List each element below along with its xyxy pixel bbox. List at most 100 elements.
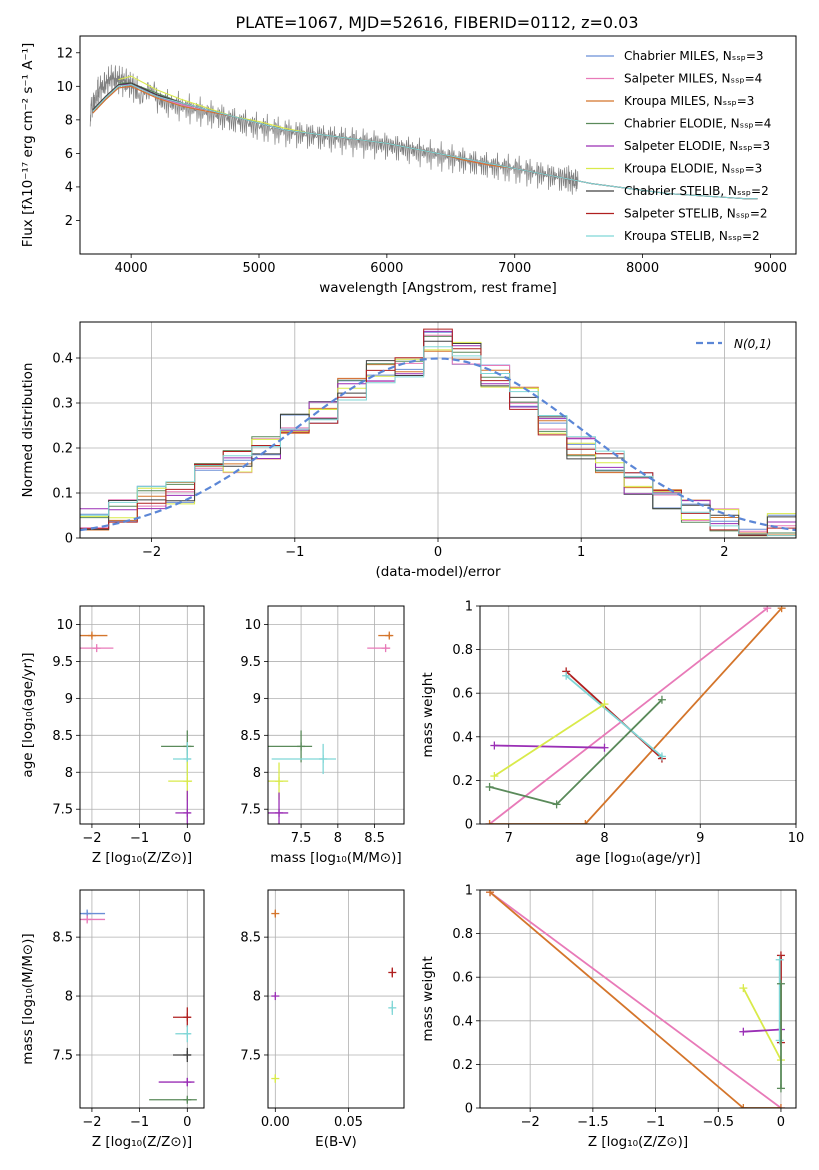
x-tick-label: −1 bbox=[646, 1115, 665, 1130]
weight-line bbox=[489, 891, 781, 1108]
y-tick-label: 9.5 bbox=[240, 655, 261, 670]
panel-mass-age: 7.5 8 8.5 7.5 8 8.5 9 9.5 10 mass [log₁₀(M/M⊙)] bbox=[240, 605, 405, 866]
weight-line bbox=[489, 699, 663, 806]
y-axis-label: mass [log₁₀(M/M⊙)] bbox=[20, 933, 36, 1064]
y-tick-label: 0.6 bbox=[452, 971, 473, 986]
x-tick-label: −1 bbox=[130, 1115, 149, 1130]
panel-age-weight: 7 8 9 10 0 0.2 0.4 0.6 0.8 1 age [log₁₀(age/yr)] ma… bbox=[420, 600, 804, 867]
figure-title: PLATE=1067, MJD=52616, FIBERID=0112, z=0… bbox=[235, 13, 638, 32]
x-tick-label: 8 bbox=[600, 831, 608, 846]
x-axis-label: Z [log₁₀(Z/Z⊙)] bbox=[588, 1134, 688, 1150]
x-axis-label: (data-model)/error bbox=[375, 564, 501, 580]
y-tick-label: 8 bbox=[65, 113, 73, 128]
weight-line bbox=[565, 675, 663, 758]
panel-spectrum: 4000 5000 6000 7000 8000 9000 2 4 6 8 10 12 waveleng… bbox=[20, 35, 797, 296]
residual-histogram bbox=[80, 346, 796, 538]
x-tick-label: −2 bbox=[82, 831, 101, 846]
x-tick-label: 4000 bbox=[115, 261, 148, 276]
model-spectrum-line bbox=[118, 75, 464, 159]
y-tick-label: 8 bbox=[65, 766, 73, 781]
plot-area bbox=[80, 909, 197, 1104]
x-axis-label: Z [log₁₀(Z/Z⊙)] bbox=[92, 850, 192, 866]
y-tick-label: 8.5 bbox=[52, 931, 73, 946]
x-tick-label: 0 bbox=[434, 545, 442, 560]
y-axis-label: mass weight bbox=[420, 672, 436, 757]
axes-frame bbox=[79, 35, 797, 255]
axes-frame bbox=[79, 605, 205, 825]
x-axis-label: Z [log₁₀(Z/Z⊙)] bbox=[92, 1134, 192, 1150]
legend: Chabrier MILES, Nₛₛₚ=3 Salpeter MILES, Nₛ… bbox=[586, 49, 771, 243]
x-tick-label: 7.5 bbox=[291, 831, 312, 846]
x-tick-label: 0 bbox=[183, 831, 191, 846]
y-tick-label: 12 bbox=[56, 46, 73, 61]
x-tick-label: −2 bbox=[142, 545, 161, 560]
x-tick-label: −1.5 bbox=[577, 1115, 609, 1130]
legend-entry: Salpeter ELODIE, Nₛₛₚ=3 bbox=[624, 139, 770, 153]
y-tick-label: 0.2 bbox=[52, 442, 73, 457]
axes-frame bbox=[79, 889, 205, 1109]
weight-line bbox=[489, 607, 783, 824]
y-tick-label: 0.2 bbox=[452, 774, 473, 789]
x-tick-label: −1 bbox=[285, 545, 304, 560]
legend-entry: Kroupa STELIB, Nₛₛₚ=2 bbox=[624, 229, 760, 243]
x-tick-label: 9000 bbox=[754, 261, 787, 276]
x-axis-label: E(B-V) bbox=[315, 1134, 357, 1150]
plot-area bbox=[486, 890, 785, 1108]
axes-frame bbox=[479, 605, 797, 825]
x-tick-label: 0.00 bbox=[261, 1115, 290, 1130]
weight-line bbox=[489, 607, 768, 824]
legend-entry: Chabrier MILES, Nₛₛₚ=3 bbox=[624, 49, 764, 63]
y-tick-label: 8 bbox=[253, 766, 261, 781]
y-tick-label: 10 bbox=[56, 80, 73, 95]
x-tick-label: 1 bbox=[577, 545, 585, 560]
y-tick-label: 7.5 bbox=[52, 803, 73, 818]
observed-spectrum-line bbox=[89, 64, 579, 195]
plot-area bbox=[485, 606, 786, 824]
y-tick-label: 0.8 bbox=[452, 927, 473, 942]
panel-metal-weight: −2 −1.5 −1 −0.5 0 0 0.2 0.4 0.6 0.8 1 Z [log₁₀(Z/Z⊙… bbox=[420, 884, 797, 1150]
y-tick-label: 1 bbox=[465, 884, 473, 899]
x-tick-label: 8 bbox=[334, 831, 342, 846]
x-tick-label: 5000 bbox=[242, 261, 275, 276]
weight-line bbox=[494, 744, 605, 749]
x-tick-label: 9 bbox=[696, 831, 704, 846]
y-tick-label: 7.5 bbox=[240, 803, 261, 818]
x-tick-label: 7 bbox=[505, 831, 513, 846]
y-tick-label: 9.5 bbox=[52, 655, 73, 670]
panel-ebv-mass: 0.00 0.05 7.5 8 8.5 E(B-V) bbox=[240, 889, 405, 1150]
y-tick-label: 8.5 bbox=[240, 729, 261, 744]
panel-metal-mass: −2 −1 0 7.5 8 8.5 Z [log₁₀(Z/Z⊙)] mass [log₁₀(M… bbox=[20, 889, 205, 1150]
legend-entry: Chabrier ELODIE, Nₛₛₚ=4 bbox=[624, 117, 771, 131]
plot-area bbox=[89, 64, 758, 200]
x-tick-label: 0 bbox=[777, 1115, 785, 1130]
weight-line bbox=[493, 703, 605, 777]
x-tick-label: −2 bbox=[82, 1115, 101, 1130]
weight-line bbox=[489, 891, 782, 1108]
y-axis-label: Flux [fλ10⁻¹⁷ erg cm⁻² s⁻¹ A⁻¹] bbox=[20, 43, 36, 248]
y-tick-label: 0 bbox=[65, 532, 73, 547]
legend-entry: Salpeter MILES, Nₛₛₚ=4 bbox=[624, 72, 762, 86]
y-tick-label: 7.5 bbox=[52, 1048, 73, 1063]
x-tick-label: 0.05 bbox=[334, 1115, 363, 1130]
y-tick-label: 1 bbox=[465, 600, 473, 615]
y-tick-label: 2 bbox=[65, 214, 73, 229]
panel-metal-age: −2 −1 0 7.5 8 8.5 9 9.5 10 Z [log₁₀(Z/Z⊙)] age [lo… bbox=[20, 605, 205, 866]
x-tick-label: 8.5 bbox=[364, 831, 385, 846]
x-tick-label: 6000 bbox=[370, 261, 403, 276]
y-tick-label: 8.5 bbox=[240, 931, 261, 946]
y-tick-label: 0.4 bbox=[52, 352, 73, 367]
y-tick-label: 10 bbox=[244, 618, 261, 633]
y-tick-label: 6 bbox=[65, 147, 73, 162]
x-tick-label: 2 bbox=[720, 545, 728, 560]
y-tick-label: 7.5 bbox=[240, 1048, 261, 1063]
plot-area bbox=[271, 909, 397, 1083]
x-tick-label: −1 bbox=[130, 831, 149, 846]
y-tick-label: 0.3 bbox=[52, 397, 73, 412]
axes-frame bbox=[79, 321, 797, 539]
legend-entry: Kroupa ELODIE, Nₛₛₚ=3 bbox=[624, 162, 762, 176]
y-tick-label: 9 bbox=[65, 692, 73, 707]
y-tick-label: 4 bbox=[65, 180, 73, 195]
weight-line bbox=[742, 987, 782, 1061]
axes-frame bbox=[479, 889, 797, 1109]
